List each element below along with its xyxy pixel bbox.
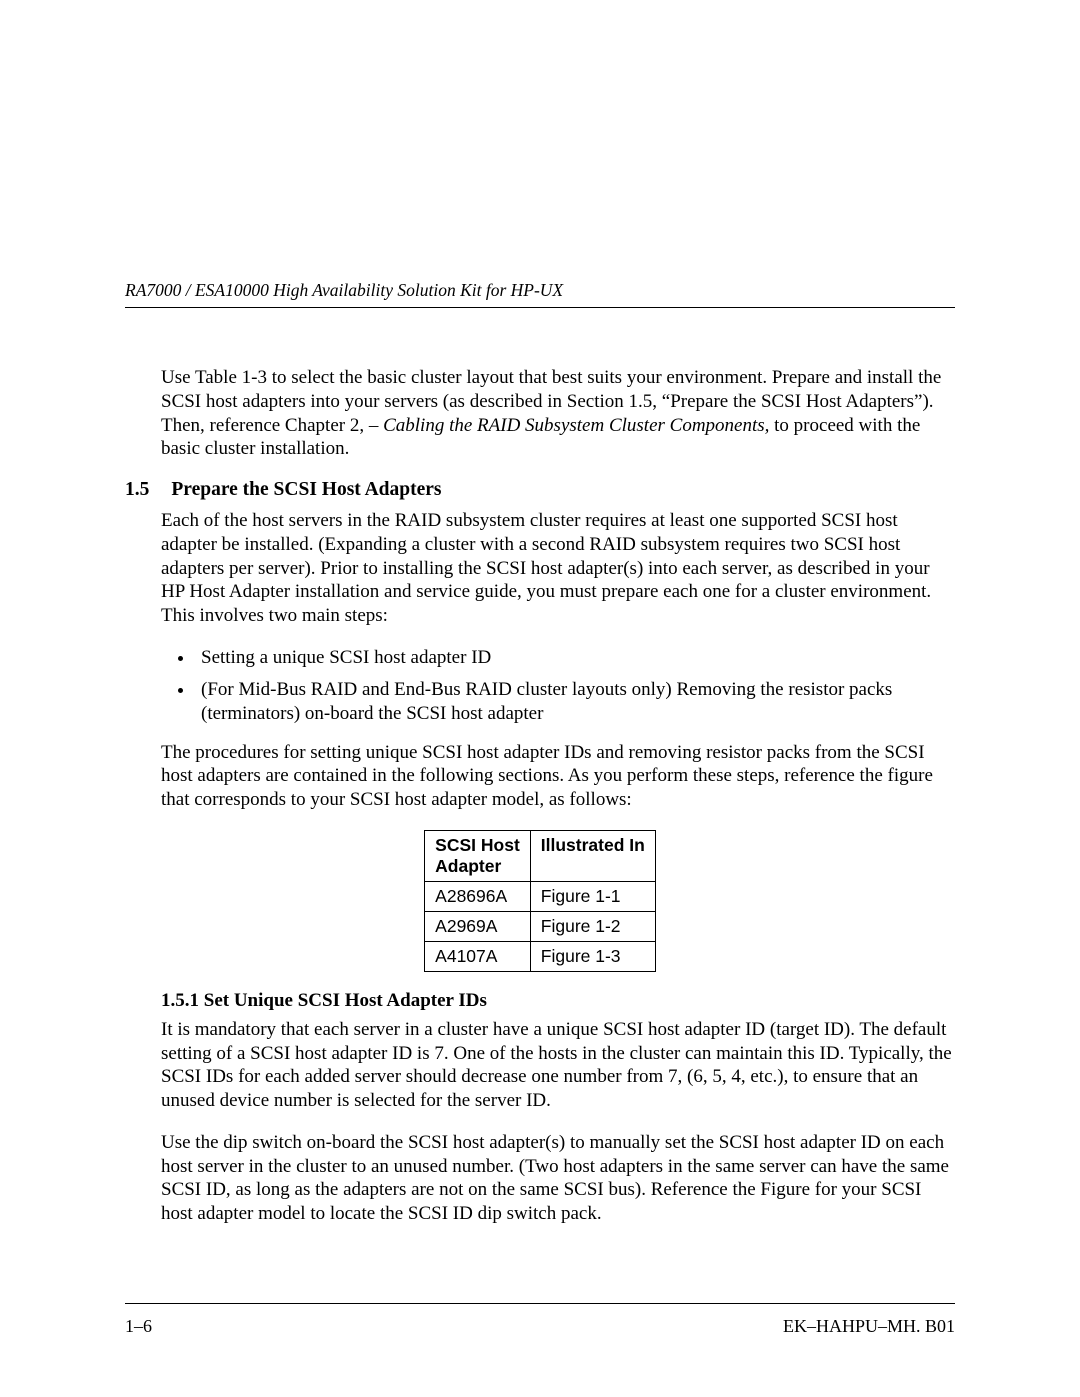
header-rule	[125, 307, 955, 308]
doc-code: EK–HAHPU–MH. B01	[783, 1316, 955, 1337]
table-cell: Figure 1-2	[530, 911, 655, 941]
page-number: 1–6	[125, 1316, 152, 1337]
section-1-5-heading: 1.5 Prepare the SCSI Host Adapters	[125, 479, 955, 501]
table-header-cell: Illustrated In	[530, 830, 655, 881]
page-content: RA7000 / ESA10000 High Availability Solu…	[0, 0, 1080, 1304]
adapter-table: SCSI HostAdapter Illustrated In A28696A …	[424, 830, 656, 972]
table-cell: A4107A	[425, 941, 531, 971]
table-cell: A28696A	[425, 881, 531, 911]
page-footer: 1–6 EK–HAHPU–MH. B01	[125, 1303, 955, 1337]
col-1-label: Illustrated In	[541, 835, 645, 855]
section-1-5-para: Each of the host servers in the RAID sub…	[161, 509, 955, 628]
table-cell: A2969A	[425, 911, 531, 941]
bullet-list: Setting a unique SCSI host adapter ID (F…	[161, 646, 955, 727]
table-cell: Figure 1-1	[530, 881, 655, 911]
table-row: A28696A Figure 1-1	[425, 881, 656, 911]
section-1-5-after-bullets: The procedures for setting unique SCSI h…	[161, 741, 955, 812]
intro-italic: Cabling the RAID Subsystem Cluster Compo…	[383, 415, 769, 436]
section-1-5-1-para2: Use the dip switch on-board the SCSI hos…	[161, 1131, 955, 1226]
col-0-label: SCSI HostAdapter	[435, 835, 520, 876]
running-header: RA7000 / ESA10000 High Availability Solu…	[125, 280, 955, 301]
section-1-5-1-para1: It is mandatory that each server in a cl…	[161, 1018, 955, 1113]
footer-rule	[125, 1303, 955, 1304]
section-title: Prepare the SCSI Host Adapters	[171, 479, 441, 501]
list-item: Setting a unique SCSI host adapter ID	[195, 646, 955, 670]
list-item: (For Mid-Bus RAID and End-Bus RAID clust…	[195, 678, 955, 727]
section-1-5-1-heading: 1.5.1 Set Unique SCSI Host Adapter IDs	[161, 990, 955, 1012]
table-row: A4107A Figure 1-3	[425, 941, 656, 971]
table-cell: Figure 1-3	[530, 941, 655, 971]
table-header-cell: SCSI HostAdapter	[425, 830, 531, 881]
section-number: 1.5	[125, 479, 149, 501]
table-header-row: SCSI HostAdapter Illustrated In	[425, 830, 656, 881]
table-row: A2969A Figure 1-2	[425, 911, 656, 941]
intro-paragraph: Use Table 1-3 to select the basic cluste…	[161, 366, 955, 461]
